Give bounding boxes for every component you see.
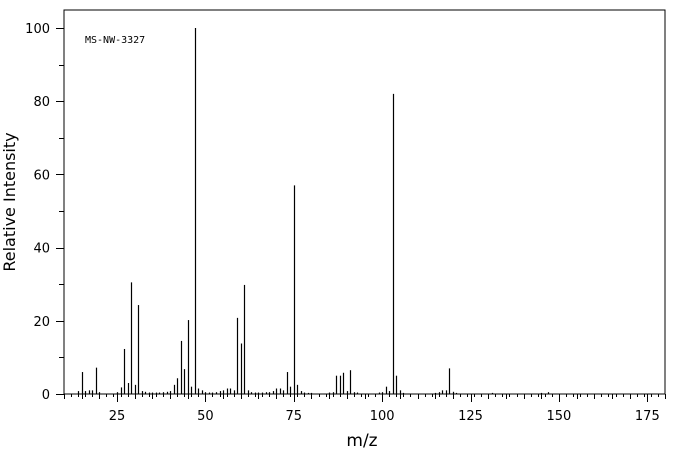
spectrum-id-annotation: MS-NW-3327 <box>85 35 145 46</box>
y-tick-label: 100 <box>25 22 50 37</box>
y-axis-tick-labels: 0 20 40 60 80 100 <box>25 22 50 403</box>
x-tick-label: 25 <box>109 409 126 424</box>
peak-bars <box>77 28 550 394</box>
x-tick-label: 150 <box>547 409 572 424</box>
y-tick-label: 40 <box>33 242 50 257</box>
x-axis-tick-labels: 25 50 75 100 125 150 175 <box>109 409 660 424</box>
x-axis-label: m/z <box>346 431 377 451</box>
x-tick-label: 50 <box>197 409 214 424</box>
x-tick-label: 125 <box>458 409 483 424</box>
y-tick-label: 20 <box>33 315 50 330</box>
y-tick-label: 0 <box>42 388 50 403</box>
y-axis-ticks <box>56 28 64 395</box>
x-tick-label: 175 <box>635 409 660 424</box>
plot-frame <box>63 9 666 395</box>
y-tick-label: 80 <box>33 95 50 110</box>
x-tick-label: 75 <box>286 409 303 424</box>
y-axis-label: Relative Intensity <box>0 132 19 271</box>
x-tick-label: 100 <box>370 409 395 424</box>
x-axis-ticks <box>64 394 666 402</box>
y-tick-label: 60 <box>33 168 50 183</box>
